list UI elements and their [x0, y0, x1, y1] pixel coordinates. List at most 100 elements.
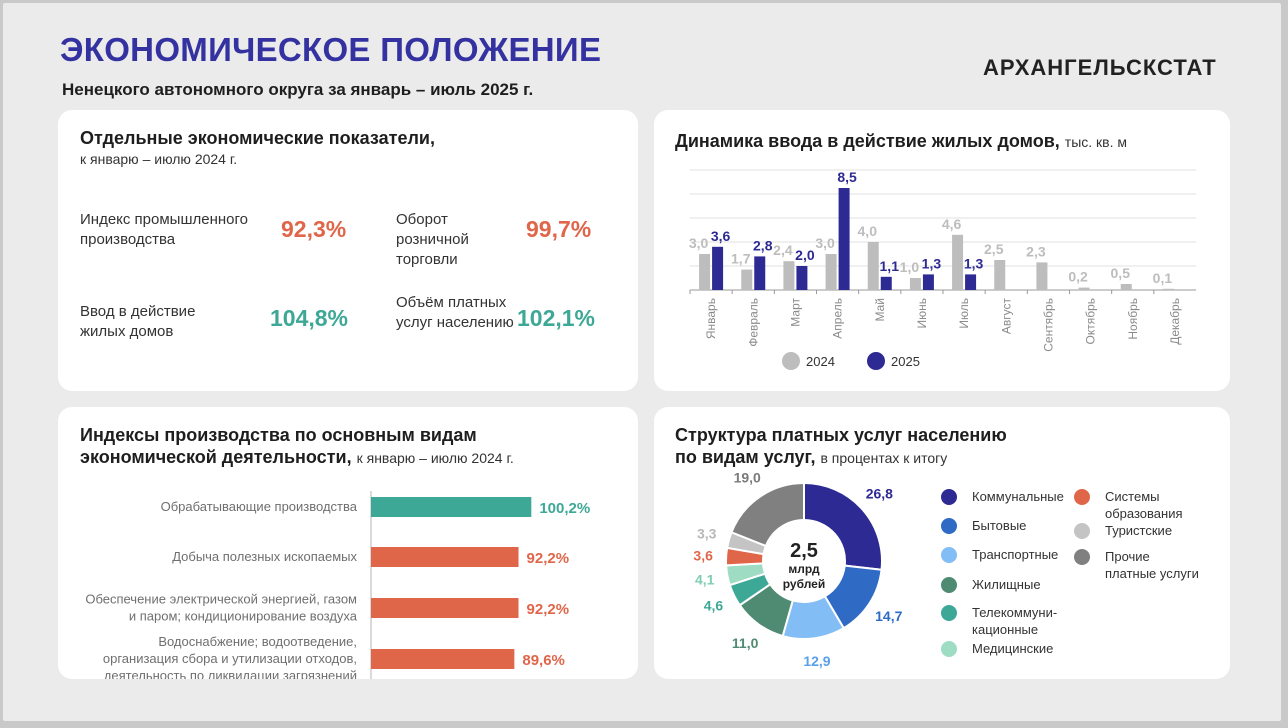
slice-label: 4,6 — [704, 598, 724, 614]
slice-label: 12,9 — [803, 653, 830, 669]
legend-label: Системы образования — [1105, 488, 1183, 522]
data-label: 1,7 — [731, 251, 751, 267]
services-legend: Коммунальные Бытовые Транспортные Жилищные Т… — [654, 407, 1230, 679]
hbar — [371, 598, 519, 618]
data-label: 1,1 — [880, 258, 900, 274]
data-label: 0,1 — [1153, 270, 1173, 286]
donut-center-unit: млрд — [788, 562, 820, 576]
production-chart: 100,2% Обрабатывающие производства 92,2% До… — [85, 491, 590, 679]
indicator-label-retail: Оборот розничной торговли — [396, 211, 469, 268]
indicator-label-industrial: Индекс промышленного производства — [80, 211, 248, 248]
bar-2024-Март — [783, 261, 795, 290]
bar-2025-Май — [880, 276, 892, 290]
data-label: 4,6 — [942, 216, 962, 232]
slice-label: 3,3 — [697, 526, 717, 542]
bar-2024-Февраль — [741, 269, 753, 290]
slice-label: 4,1 — [695, 572, 715, 588]
housing-card: Динамика ввода в действие жилых домов, т… — [654, 110, 1230, 391]
bar-2025-Март — [796, 266, 808, 290]
donut-center-unit: рублей — [783, 577, 825, 591]
x-tick-label: Январь — [704, 298, 718, 339]
data-label: 2,8 — [753, 237, 773, 253]
indicators-title: Отдельные экономические показатели, — [80, 127, 435, 149]
production-title: Индексы производства по основным видам э… — [80, 424, 514, 469]
data-label: 4,0 — [858, 223, 878, 239]
x-tick-label: Сентябрь — [1041, 298, 1055, 352]
legend-label-2025: 2025 — [891, 354, 920, 369]
bar-2024-Декабрь — [1162, 288, 1174, 290]
legend-label-line: Жилищные — [972, 577, 1041, 592]
indicators-note: к январю – июлю 2024 г. — [80, 151, 238, 167]
legend-label-line: Транспортные — [972, 547, 1059, 562]
hbar — [371, 497, 532, 517]
x-tick-label: Февраль — [746, 298, 760, 347]
data-label: 8,5 — [837, 169, 857, 185]
indicator-value-housing: 104,8% — [270, 305, 349, 331]
legend-label-line: Медицинские — [972, 641, 1054, 656]
category-label: и паром; кондиционирование воздуха — [129, 609, 358, 624]
bar-2024-Апрель — [825, 254, 837, 290]
data-label: 89,6% — [522, 652, 565, 669]
brand-logo: АРХАНГЕЛЬСКСТАТ — [983, 55, 1217, 80]
slice-label: 14,7 — [875, 608, 902, 624]
data-label: 2,5 — [984, 241, 1004, 257]
bar-2024-Октябрь — [1078, 287, 1090, 290]
legend-label: Транспортные — [972, 546, 1058, 563]
production-title-line1: Индексы производства по основным видам — [80, 425, 477, 445]
data-label: 92,2% — [527, 550, 570, 567]
donut-slice — [803, 481, 883, 571]
legend-label: Жилищные — [972, 576, 1041, 593]
indicator-label-services: Объём платных услуг населению — [396, 294, 514, 331]
legend-swatch — [1074, 489, 1090, 505]
legend-swatch-2024 — [782, 352, 800, 370]
indicator-value-retail: 99,7% — [526, 216, 592, 242]
legend-label-line: кационные — [972, 622, 1039, 637]
legend-label-line: платные услуги — [1105, 566, 1199, 581]
bar-2024-Июль — [952, 234, 964, 290]
data-label: 0,2 — [1068, 269, 1088, 285]
slice-label: 26,8 — [866, 486, 893, 502]
legend-label: Прочие платные услуги — [1105, 548, 1199, 582]
data-label: 3,6 — [711, 228, 731, 244]
legend-label-line: Бытовые — [972, 518, 1027, 533]
services-title-line2: по видам услуг, — [675, 447, 816, 467]
data-label: 100,2% — [539, 500, 590, 517]
data-label: 1,3 — [964, 255, 984, 271]
indicator-label-housing: Ввод в действие жилых домов — [80, 303, 196, 340]
data-label: 3,0 — [689, 235, 709, 251]
bar-2024-Май — [867, 242, 879, 290]
legend-swatch — [1074, 549, 1090, 565]
data-label: 0,5 — [1111, 265, 1131, 281]
legend-swatch — [941, 489, 957, 505]
services-title-line1: Структура платных услуг населению — [675, 425, 1007, 445]
slice-label: 11,0 — [732, 635, 759, 651]
legend-label: Медицинские — [972, 640, 1053, 657]
category-label: Добыча полезных ископаемых — [172, 549, 357, 564]
category-label: организация сбора и утилизации отходов, — [103, 651, 357, 666]
indicators-card: Отдельные экономические показатели, к ян… — [58, 110, 638, 391]
category-label: деятельность по ликвидации загрязнений — [104, 668, 357, 679]
legend-label: Телекоммуни-кационные — [972, 604, 1057, 638]
category-label: Обрабатывающие производства — [161, 499, 358, 514]
donut-center-value: 2,5 — [790, 540, 818, 562]
housing-unit: тыс. кв. м — [1064, 134, 1128, 150]
page-title: ЭКОНОМИЧЕСКОЕ ПОЛОЖЕНИЕ — [60, 31, 602, 68]
category-label: Обеспечение электрической энергией, газо… — [85, 592, 357, 607]
production-note: к январю – июлю 2024 г. — [356, 450, 514, 466]
data-label: 92,2% — [527, 601, 570, 618]
bar-2025-Июль — [965, 274, 977, 290]
slide: ЭКОНОМИЧЕСКОЕ ПОЛОЖЕНИЕ Ненецкого автоно… — [3, 3, 1281, 721]
indicator-value-industrial: 92,3% — [281, 216, 347, 242]
slice-label: 19,0 — [734, 469, 761, 485]
x-tick-label: Апрель — [831, 298, 845, 339]
legend-label-line: Телекоммуни- — [972, 605, 1058, 620]
housing-title: Динамика ввода в действие жилых домов, т… — [675, 130, 1127, 153]
legend-label: Туристские — [1105, 522, 1172, 539]
donut-slice — [730, 481, 805, 548]
hbar — [371, 649, 515, 669]
indicator-value-services: 102,1% — [517, 305, 596, 331]
production-title-line2: экономической деятельности, — [80, 447, 352, 467]
services-title-line2-wrap: по видам услуг, в процентах к итогу — [675, 446, 1007, 469]
production-card: Индексы производства по основным видам э… — [58, 407, 638, 679]
slice-label: 3,6 — [693, 547, 713, 563]
